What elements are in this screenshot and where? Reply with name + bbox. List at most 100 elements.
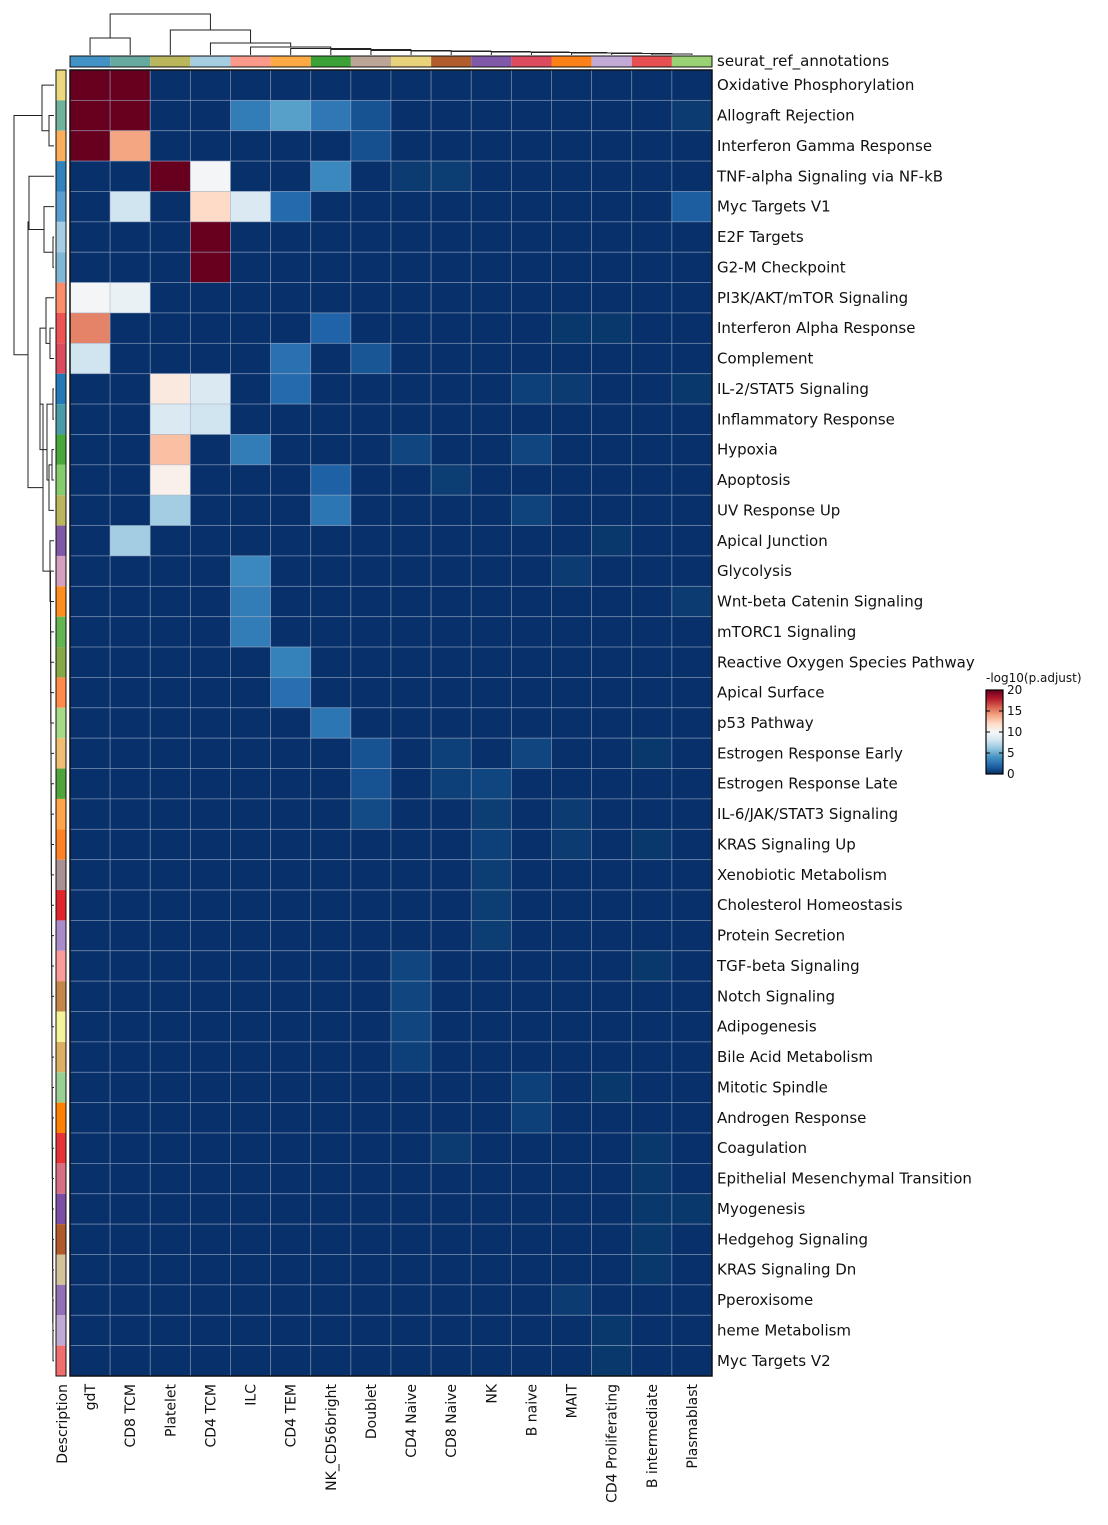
heatmap-cell: [230, 403, 272, 435]
heatmap-cell: [230, 1223, 272, 1255]
heatmap-cell: [310, 737, 352, 769]
row-annotation-cell: [56, 1315, 66, 1346]
row-annotation-cell: [56, 981, 66, 1012]
dendrogram-branch: [109, 13, 211, 38]
heatmap-cell: [69, 312, 111, 344]
heatmap-cell: [510, 1193, 552, 1225]
heatmap-cell: [390, 434, 432, 466]
heatmap-cell: [631, 464, 673, 496]
heatmap-cell: [270, 828, 312, 861]
heatmap-cell: [390, 889, 432, 921]
heatmap-cell: [310, 464, 352, 496]
heatmap-cell: [671, 1314, 713, 1347]
heatmap-cell: [591, 737, 633, 769]
heatmap-cell: [189, 1284, 231, 1316]
heatmap-cell: [671, 160, 713, 192]
heatmap-cell: [149, 434, 191, 466]
heatmap-cell: [310, 1102, 352, 1134]
row-label: Interferon Gamma Response: [717, 137, 932, 155]
heatmap-cell: [470, 130, 512, 162]
heatmap-cell: [591, 1071, 633, 1104]
heatmap-cell: [631, 616, 673, 648]
heatmap-cell: [109, 1041, 151, 1073]
heatmap-cell: [430, 99, 472, 132]
heatmap-cell: [470, 464, 512, 496]
row-label: Reactive Oxygen Species Pathway: [717, 653, 975, 671]
heatmap-cell: [149, 585, 191, 618]
heatmap-cell: [510, 342, 552, 375]
heatmap-cell: [230, 434, 272, 466]
heatmap-cell: [631, 920, 673, 952]
heatmap-cell: [551, 798, 593, 830]
heatmap-cell: [430, 1041, 472, 1073]
heatmap-cell: [69, 859, 111, 891]
heatmap-cell: [270, 464, 312, 496]
row-annotation-cell: [56, 707, 66, 739]
heatmap-cell: [149, 1071, 191, 1104]
heatmap-cell: [551, 555, 593, 587]
heatmap-cell: [69, 646, 111, 678]
heatmap-cell: [69, 920, 111, 952]
heatmap-cell: [310, 373, 352, 405]
heatmap-cell: [390, 160, 432, 192]
heatmap-cell: [109, 798, 151, 830]
heatmap-cell: [189, 585, 231, 618]
row-annotation-cell: [56, 677, 66, 708]
heatmap-cell: [430, 1102, 472, 1134]
heatmap-cell: [671, 1071, 713, 1104]
heatmap-cell: [189, 373, 231, 405]
heatmap-cell: [230, 191, 272, 223]
heatmap-cell: [109, 403, 151, 435]
dendrogram-branch: [48, 464, 54, 511]
heatmap-cell: [69, 99, 111, 132]
heatmap-cell: [510, 980, 552, 1012]
dendrogram-branch: [49, 327, 54, 360]
heatmap-cell: [270, 1223, 312, 1255]
heatmap-cell: [149, 69, 191, 101]
heatmap-cell: [510, 312, 552, 344]
heatmap-cell: [510, 494, 552, 526]
row-annotation-cell: [56, 586, 66, 617]
heatmap-cell: [230, 373, 272, 405]
column-annotation-cell: [551, 56, 592, 67]
heatmap-cell: [671, 859, 713, 891]
heatmap-cell: [189, 1314, 231, 1347]
heatmap-cell: [430, 373, 472, 405]
heatmap-cell: [390, 555, 432, 587]
heatmap-cell: [310, 525, 352, 557]
row-label: Oxidative Phosphorylation: [717, 76, 914, 94]
heatmap-cell: [551, 768, 593, 800]
heatmap-cell: [631, 768, 673, 800]
heatmap-cell: [149, 191, 191, 223]
column-annotation-bar: [69, 55, 713, 68]
heatmap-cell: [390, 616, 432, 648]
heatmap-cell: [430, 920, 472, 952]
heatmap-cell: [230, 798, 272, 830]
heatmap-cell: [350, 99, 392, 132]
heatmap-cell: [591, 342, 633, 375]
heatmap-cell: [631, 403, 673, 435]
heatmap-cell: [189, 1011, 231, 1043]
heatmap-cell: [149, 859, 191, 891]
heatmap-cell: [470, 1071, 512, 1104]
heatmap-cell: [631, 1193, 673, 1225]
heatmap-cell: [551, 950, 593, 982]
heatmap-cell: [470, 920, 512, 952]
heatmap-cell: [430, 312, 472, 344]
column-annotation-cell: [110, 56, 151, 67]
heatmap-cell: [310, 251, 352, 283]
column-label: B naive: [524, 1384, 540, 1436]
row-label: PI3K/AKT/mTOR Signaling: [717, 289, 908, 307]
heatmap-cell: [671, 130, 713, 162]
column-label: Plasmablast: [685, 1383, 701, 1468]
heatmap-cell: [310, 616, 352, 648]
heatmap-cell: [551, 1011, 593, 1043]
heatmap-cell: [149, 464, 191, 496]
heatmap-cell: [671, 768, 713, 800]
heatmap-cell: [430, 464, 472, 496]
dendrogram-branch: [52, 236, 54, 268]
heatmap-cell: [189, 828, 231, 861]
row-label: IL-6/JAK/STAT3 Signaling: [717, 805, 898, 823]
heatmap-cell: [671, 525, 713, 557]
row-annotation-cell: [56, 191, 66, 222]
